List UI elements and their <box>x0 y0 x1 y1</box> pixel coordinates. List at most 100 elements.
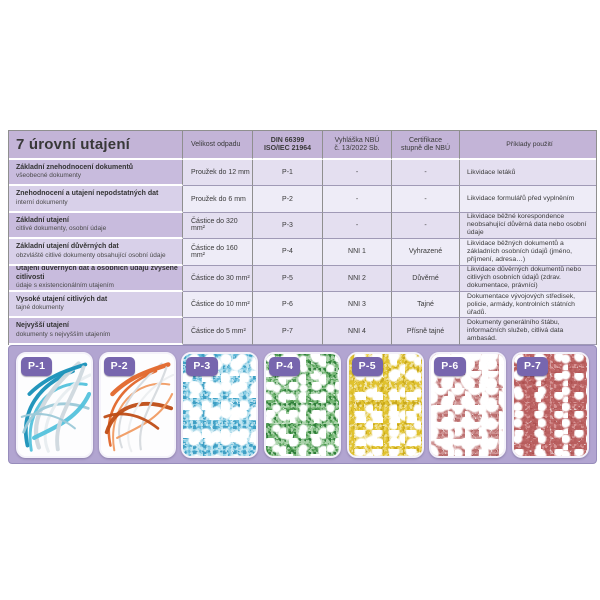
waste-size-cell: Proužek do 6 mm <box>183 186 253 213</box>
nbu-certification-cell: Důvěrné <box>392 265 460 292</box>
security-level-badge: P-4 <box>268 357 301 376</box>
shred-sample-card: P-6 <box>429 352 507 458</box>
shredded-strips-graphic <box>20 361 91 453</box>
level-cell: Znehodnocení a utajení nepodstatných dat… <box>9 186 183 213</box>
column-header-examples: Příklady použití <box>460 131 596 160</box>
nbu-decree-cell: NNI 4 <box>323 318 392 345</box>
usage-example-cell: Likvidace důvěrných dokumentů nebo citli… <box>460 265 596 292</box>
din-level-cell: P-4 <box>253 239 323 266</box>
din-level-cell: P-1 <box>253 160 323 187</box>
level-subtitle: všeobecné dokumenty <box>16 172 82 180</box>
column-header-label: č. 13/2022 Sb. <box>334 144 380 152</box>
level-title: Znehodnocení a utajení nepodstatných dat <box>16 190 159 198</box>
usage-example-cell: Likvidace běžné korespondence neobsahují… <box>460 212 596 240</box>
column-header-label: DIN 66399 <box>270 136 305 144</box>
waste-size-cell: Částice do 320 mm² <box>183 212 253 240</box>
level-subtitle: citlivé dokumenty, osobní údaje <box>16 225 107 233</box>
waste-size-cell: Částice do 5 mm² <box>183 318 253 345</box>
nbu-certification-cell: - <box>392 186 460 213</box>
usage-example-cell: Likvidace běžných dokumentů a základních… <box>460 239 596 266</box>
nbu-certification-cell: - <box>392 160 460 187</box>
column-header-label: stupně dle NBÚ <box>400 144 451 152</box>
shredded-strips-graphic <box>103 362 174 453</box>
usage-example-cell: Likvidace formulářů před vyplněním <box>460 186 596 213</box>
level-cell: Základní znehodnocení dokumentů všeobecn… <box>9 160 183 187</box>
din-level-cell: P-5 <box>253 265 323 292</box>
level-title: Základní znehodnocení dokumentů <box>16 163 134 171</box>
level-title: Utajení důvěrných dat a osobních údajů z… <box>16 265 178 281</box>
security-level-badge: P-7 <box>516 357 549 376</box>
level-cell: Vysoké utajení citlivých dat tajné dokum… <box>9 291 183 319</box>
security-level-badge: P-6 <box>434 357 466 376</box>
shred-sample-card: P-1 <box>16 352 93 458</box>
table-row: Znehodnocení a utajení nepodstatných dat… <box>9 186 596 213</box>
level-subtitle: tajné dokumenty <box>16 304 64 312</box>
column-header-label: Certifikace <box>408 136 443 144</box>
security-level-badge: P-2 <box>103 357 135 376</box>
waste-size-cell: Částice do 160 mm² <box>183 239 253 266</box>
column-header-din: DIN 66399 ISO/IEC 21964 <box>253 131 323 160</box>
shredded-paper-photo <box>18 354 91 456</box>
page-title: 7 úrovní utajení <box>16 135 131 153</box>
shred-sample-card: P-7 <box>511 352 589 458</box>
column-header-waste-size: Velikost odpadu <box>183 131 253 160</box>
shred-sample-card: P-5 <box>346 352 424 458</box>
security-level-badge: P-1 <box>21 357 53 376</box>
level-subtitle: dokumenty s nejvyšším utajením <box>16 330 111 338</box>
nbu-decree-cell: NNI 3 <box>323 291 392 319</box>
level-title: Základní utajení důvěrných dat <box>16 243 119 251</box>
column-header-certification: Certifikace stupně dle NBÚ <box>392 131 460 160</box>
nbu-decree-cell: NNI 2 <box>323 265 392 292</box>
level-subtitle: obzvláště citlivé dokumenty obsahující o… <box>16 251 166 259</box>
column-header-label: Vyhláška NBÚ <box>334 136 380 144</box>
waste-size-cell: Částice do 10 mm² <box>183 291 253 319</box>
waste-size-cell: Částice do 30 mm² <box>183 265 253 292</box>
table-body: Základní znehodnocení dokumentů všeobecn… <box>9 160 596 345</box>
table-row: Utajení důvěrných dat a osobních údajů z… <box>9 265 596 292</box>
nbu-certification-cell: - <box>392 212 460 240</box>
table-row: Základní utajení citlivé dokumenty, osob… <box>9 212 596 240</box>
nbu-certification-cell: Vyhrazené <box>392 239 460 266</box>
column-header-label: ISO/IEC 21964 <box>263 144 312 152</box>
waste-size-cell: Proužek do 12 mm <box>183 160 253 187</box>
shred-sample-card: P-2 <box>98 352 176 458</box>
shred-sample-card: P-3 <box>181 352 259 458</box>
usage-example-cell: Likvidace letáků <box>460 160 596 187</box>
level-subtitle: interní dokumenty <box>16 198 68 206</box>
column-header-label: Velikost odpadu <box>191 140 241 148</box>
table-row: Základní znehodnocení dokumentů všeobecn… <box>9 160 596 187</box>
level-cell: Základní utajení citlivé dokumenty, osob… <box>9 212 183 240</box>
din-level-cell: P-7 <box>253 318 323 345</box>
level-cell: Nejvyšší utajení dokumenty s nejvyšším u… <box>9 318 183 345</box>
nbu-certification-cell: Tajné <box>392 291 460 319</box>
usage-example-cell: Dokumenty generálního štábu, informačníc… <box>460 318 596 345</box>
usage-example-cell: Dokumentace vývojových středisek, polici… <box>460 291 596 319</box>
table-row: Základní utajení důvěrných dat obzvláště… <box>9 239 596 266</box>
din-level-cell: P-3 <box>253 212 323 240</box>
shred-samples-strip: P-1 P-2 P-3 P-4 P-5 P-6 P-7 <box>8 345 597 464</box>
column-header-label: Příklady použití <box>506 140 553 148</box>
table-row: Nejvyšší utajení dokumenty s nejvyšším u… <box>9 318 596 345</box>
level-title: Nejvyšší utajení <box>16 322 69 330</box>
security-level-badge: P-3 <box>186 357 218 376</box>
din-level-cell: P-6 <box>253 291 323 319</box>
level-title: Základní utajení <box>16 216 69 224</box>
nbu-decree-cell: - <box>323 212 392 240</box>
table-row: Vysoké utajení citlivých dat tajné dokum… <box>9 291 596 319</box>
table-title-cell: 7 úrovní utajení <box>9 131 183 160</box>
nbu-certification-cell: Přísně tajné <box>392 318 460 345</box>
classification-table: 7 úrovní utajení Velikost odpadu DIN 663… <box>8 130 597 345</box>
security-level-badge: P-5 <box>351 357 383 376</box>
nbu-decree-cell: - <box>323 186 392 213</box>
column-header-decree: Vyhláška NBÚ č. 13/2022 Sb. <box>323 131 392 160</box>
din-level-cell: P-2 <box>253 186 323 213</box>
level-cell: Základní utajení důvěrných dat obzvláště… <box>9 239 183 266</box>
table-header-row: 7 úrovní utajení Velikost odpadu DIN 663… <box>9 131 596 160</box>
shred-sample-card: P-4 <box>263 352 341 458</box>
nbu-decree-cell: - <box>323 160 392 187</box>
level-subtitle: údaje s existencionálním utajením <box>16 282 114 290</box>
level-cell: Utajení důvěrných dat a osobních údajů z… <box>9 265 183 292</box>
level-title: Vysoké utajení citlivých dat <box>16 295 108 303</box>
nbu-decree-cell: NNI 1 <box>323 239 392 266</box>
